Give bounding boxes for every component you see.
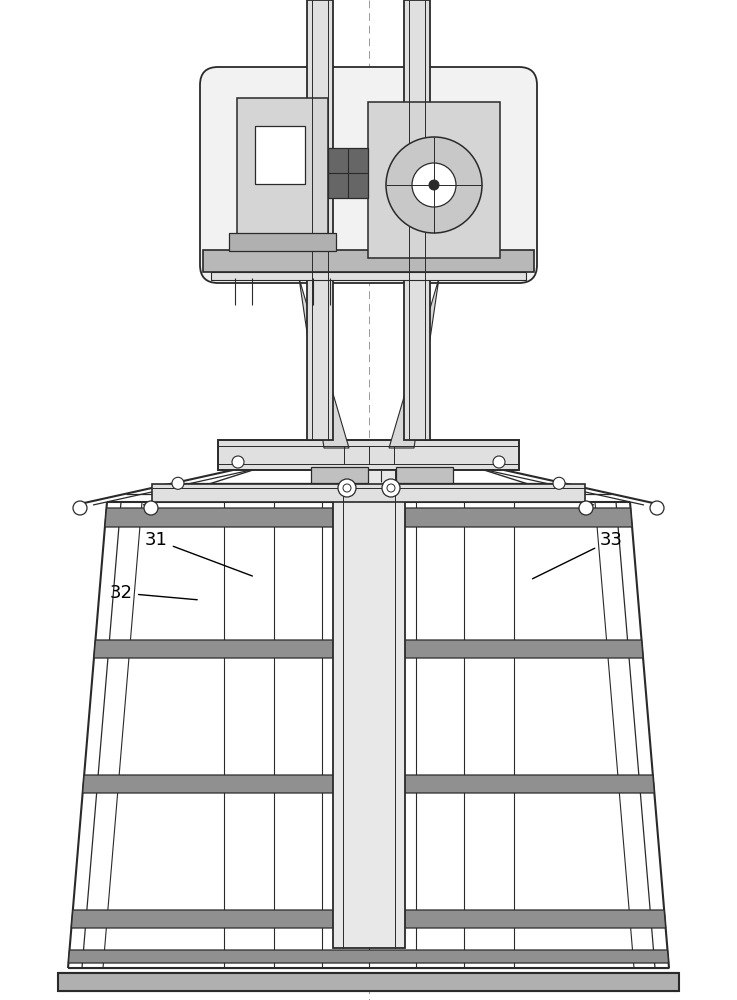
- Circle shape: [232, 456, 244, 468]
- Circle shape: [579, 501, 593, 515]
- Polygon shape: [299, 278, 349, 448]
- Text: 31: 31: [145, 531, 252, 576]
- Bar: [152, 484, 585, 502]
- Bar: [311, 467, 368, 483]
- Bar: [237, 98, 328, 238]
- Bar: [368, 102, 500, 258]
- Polygon shape: [71, 910, 666, 928]
- Bar: [229, 233, 336, 251]
- Polygon shape: [94, 640, 643, 658]
- Bar: [307, 0, 333, 440]
- Bar: [328, 148, 368, 198]
- Polygon shape: [83, 775, 654, 793]
- Polygon shape: [389, 278, 439, 448]
- Bar: [333, 470, 405, 948]
- FancyBboxPatch shape: [200, 67, 537, 283]
- Bar: [404, 0, 430, 440]
- Bar: [255, 126, 305, 184]
- Circle shape: [493, 456, 505, 468]
- Circle shape: [172, 477, 184, 489]
- Polygon shape: [105, 508, 632, 527]
- Circle shape: [386, 137, 482, 233]
- Polygon shape: [69, 950, 668, 963]
- Circle shape: [412, 163, 456, 207]
- Circle shape: [382, 479, 400, 497]
- Bar: [58, 973, 679, 991]
- Bar: [396, 467, 453, 483]
- Text: 33: 33: [533, 531, 623, 579]
- Text: 32: 32: [110, 584, 198, 602]
- Circle shape: [429, 180, 439, 190]
- Bar: [203, 250, 534, 272]
- Circle shape: [338, 479, 356, 497]
- Circle shape: [73, 501, 87, 515]
- Circle shape: [144, 501, 158, 515]
- Bar: [211, 272, 526, 280]
- Bar: [218, 440, 519, 470]
- Circle shape: [650, 501, 664, 515]
- Circle shape: [553, 477, 565, 489]
